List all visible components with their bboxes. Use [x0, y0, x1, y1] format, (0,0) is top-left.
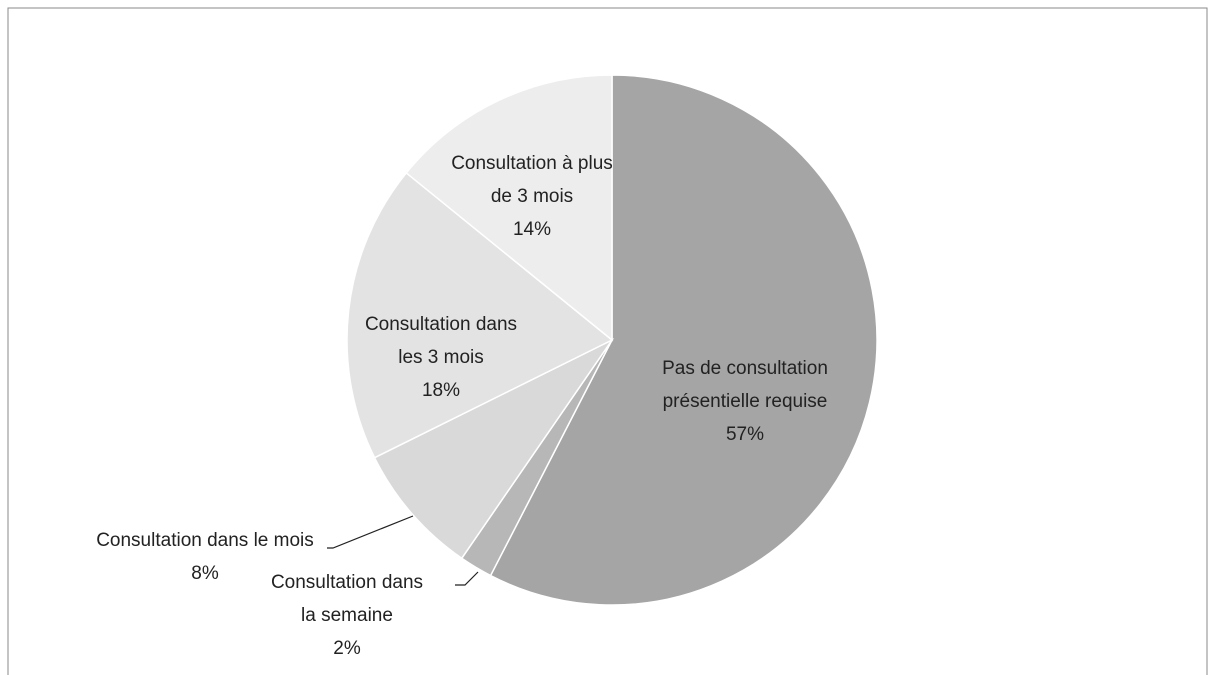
pie-slice	[346, 171, 614, 459]
value-label: 8%	[191, 563, 219, 584]
frame	[7, 7, 1208, 675]
value-label: 14%	[512, 219, 552, 240]
slice-label: Consultation dans les 3 mois 18%	[361, 308, 521, 407]
slice-label: Consultation dans la semaine 2%	[262, 566, 432, 665]
leader-line	[455, 571, 479, 586]
pie-slice	[489, 74, 878, 606]
category-label: Consultation dans le mois	[96, 530, 314, 551]
slice-label: Consultation dans le mois 8%	[92, 524, 318, 590]
value-label: 2%	[333, 638, 361, 659]
value-label: 57%	[725, 424, 765, 445]
category-label: Consultation dans les 3 mois	[364, 314, 518, 368]
leader-line	[327, 515, 414, 549]
category-label: Consultation dans la semaine	[270, 572, 424, 626]
value-label: 18%	[421, 380, 461, 401]
category-label: Consultation à plus de 3 mois	[451, 153, 613, 207]
slice-label: Pas de consultation présentielle requise…	[625, 352, 865, 451]
pie-slice	[373, 338, 615, 560]
slice-label: Consultation à plus de 3 mois 14%	[447, 147, 617, 246]
category-label: Pas de consultation présentielle requise	[662, 358, 828, 412]
pie-slice	[405, 74, 613, 342]
